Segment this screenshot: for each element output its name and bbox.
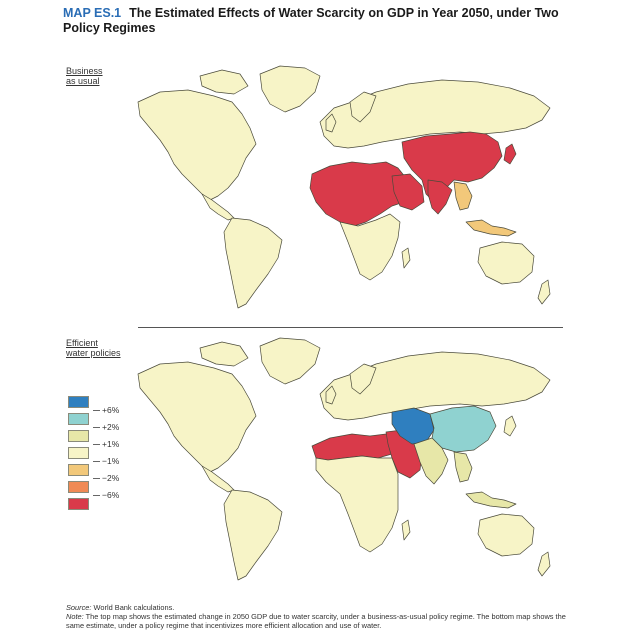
madagascar bbox=[401, 247, 411, 269]
madagascar bbox=[401, 519, 411, 541]
legend-label: −2% bbox=[102, 473, 120, 483]
legend-tick bbox=[93, 495, 100, 496]
legend-label: +2% bbox=[102, 422, 120, 432]
japan bbox=[503, 143, 517, 165]
source-label: Source: bbox=[66, 603, 92, 612]
legend-tick bbox=[93, 410, 100, 411]
legend-swatch-blue bbox=[68, 396, 89, 408]
map-title-text: The Estimated Effects of Water Scarcity … bbox=[63, 6, 559, 35]
japan bbox=[503, 415, 517, 437]
footer-notes: Source: World Bank calculations. Note: T… bbox=[66, 603, 566, 631]
arctic-islands bbox=[199, 341, 249, 367]
eurasia-north bbox=[319, 79, 551, 149]
legend-tick bbox=[93, 444, 100, 445]
map-title: MAP ES.1 The Estimated Effects of Water S… bbox=[63, 6, 583, 36]
australia bbox=[477, 241, 535, 285]
central-south-east-asia bbox=[401, 131, 503, 203]
uk bbox=[325, 113, 337, 133]
north-america bbox=[137, 89, 257, 201]
world-map-business-as-usual bbox=[137, 65, 551, 309]
greenland bbox=[259, 65, 321, 113]
legend-swatch-light-yellow bbox=[68, 430, 89, 442]
south-america bbox=[223, 217, 283, 309]
north-america bbox=[137, 361, 257, 473]
panel-label-line1: Business bbox=[66, 66, 103, 76]
indonesia bbox=[465, 219, 517, 237]
north-africa-middle-east bbox=[309, 161, 411, 227]
note-label: Note: bbox=[66, 612, 84, 622]
panel-label-line2: as usual bbox=[66, 76, 100, 86]
legend-swatch-neutral bbox=[68, 447, 89, 459]
south-america bbox=[223, 489, 283, 581]
eurasia-north bbox=[319, 351, 551, 421]
note-text: The top map shows the estimated change i… bbox=[66, 612, 566, 631]
arabian-peninsula bbox=[391, 173, 425, 211]
panel-label-business-as-usual: Business as usual bbox=[66, 66, 103, 86]
scandinavia bbox=[349, 363, 377, 395]
legend-label: −1% bbox=[102, 456, 120, 466]
map-number: MAP ES.1 bbox=[63, 6, 122, 20]
legend-swatch-teal bbox=[68, 413, 89, 425]
southeast-asia bbox=[453, 181, 473, 211]
legend-swatch-light-orange bbox=[68, 464, 89, 476]
sub-saharan-africa bbox=[339, 213, 401, 281]
central-america bbox=[201, 193, 235, 221]
source-line: Source: World Bank calculations. bbox=[66, 603, 566, 612]
panel-label-line1: Efficient bbox=[66, 338, 98, 348]
india bbox=[427, 179, 453, 215]
indonesia bbox=[465, 491, 517, 509]
world-map-efficient-water-policies bbox=[137, 337, 551, 581]
note-line: Note: The top map shows the estimated ch… bbox=[66, 612, 566, 630]
legend: +6% +2% +1% −1% −2% −6% bbox=[66, 396, 136, 526]
legend-tick bbox=[93, 461, 100, 462]
china bbox=[429, 405, 497, 453]
southeast-asia bbox=[453, 451, 473, 483]
australia bbox=[477, 513, 535, 557]
legend-swatch-red bbox=[68, 498, 89, 510]
scandinavia bbox=[349, 91, 377, 123]
central-america bbox=[201, 465, 235, 493]
panel-label-efficient-water-policies: Efficient water policies bbox=[66, 338, 121, 358]
source-text: World Bank calculations. bbox=[93, 603, 175, 612]
legend-label: −6% bbox=[102, 490, 120, 500]
arctic-islands bbox=[199, 69, 249, 95]
legend-tick bbox=[93, 478, 100, 479]
legend-tick bbox=[93, 427, 100, 428]
panel-label-line2: water policies bbox=[66, 348, 121, 358]
legend-label: +6% bbox=[102, 405, 120, 415]
north-africa bbox=[311, 433, 397, 461]
new-zealand bbox=[537, 279, 551, 305]
uk bbox=[325, 385, 337, 405]
india bbox=[413, 437, 449, 485]
panel-divider bbox=[138, 327, 563, 328]
legend-swatch-orange bbox=[68, 481, 89, 493]
new-zealand bbox=[537, 551, 551, 577]
greenland bbox=[259, 337, 321, 385]
sub-saharan-africa bbox=[315, 455, 399, 553]
legend-label: +1% bbox=[102, 439, 120, 449]
